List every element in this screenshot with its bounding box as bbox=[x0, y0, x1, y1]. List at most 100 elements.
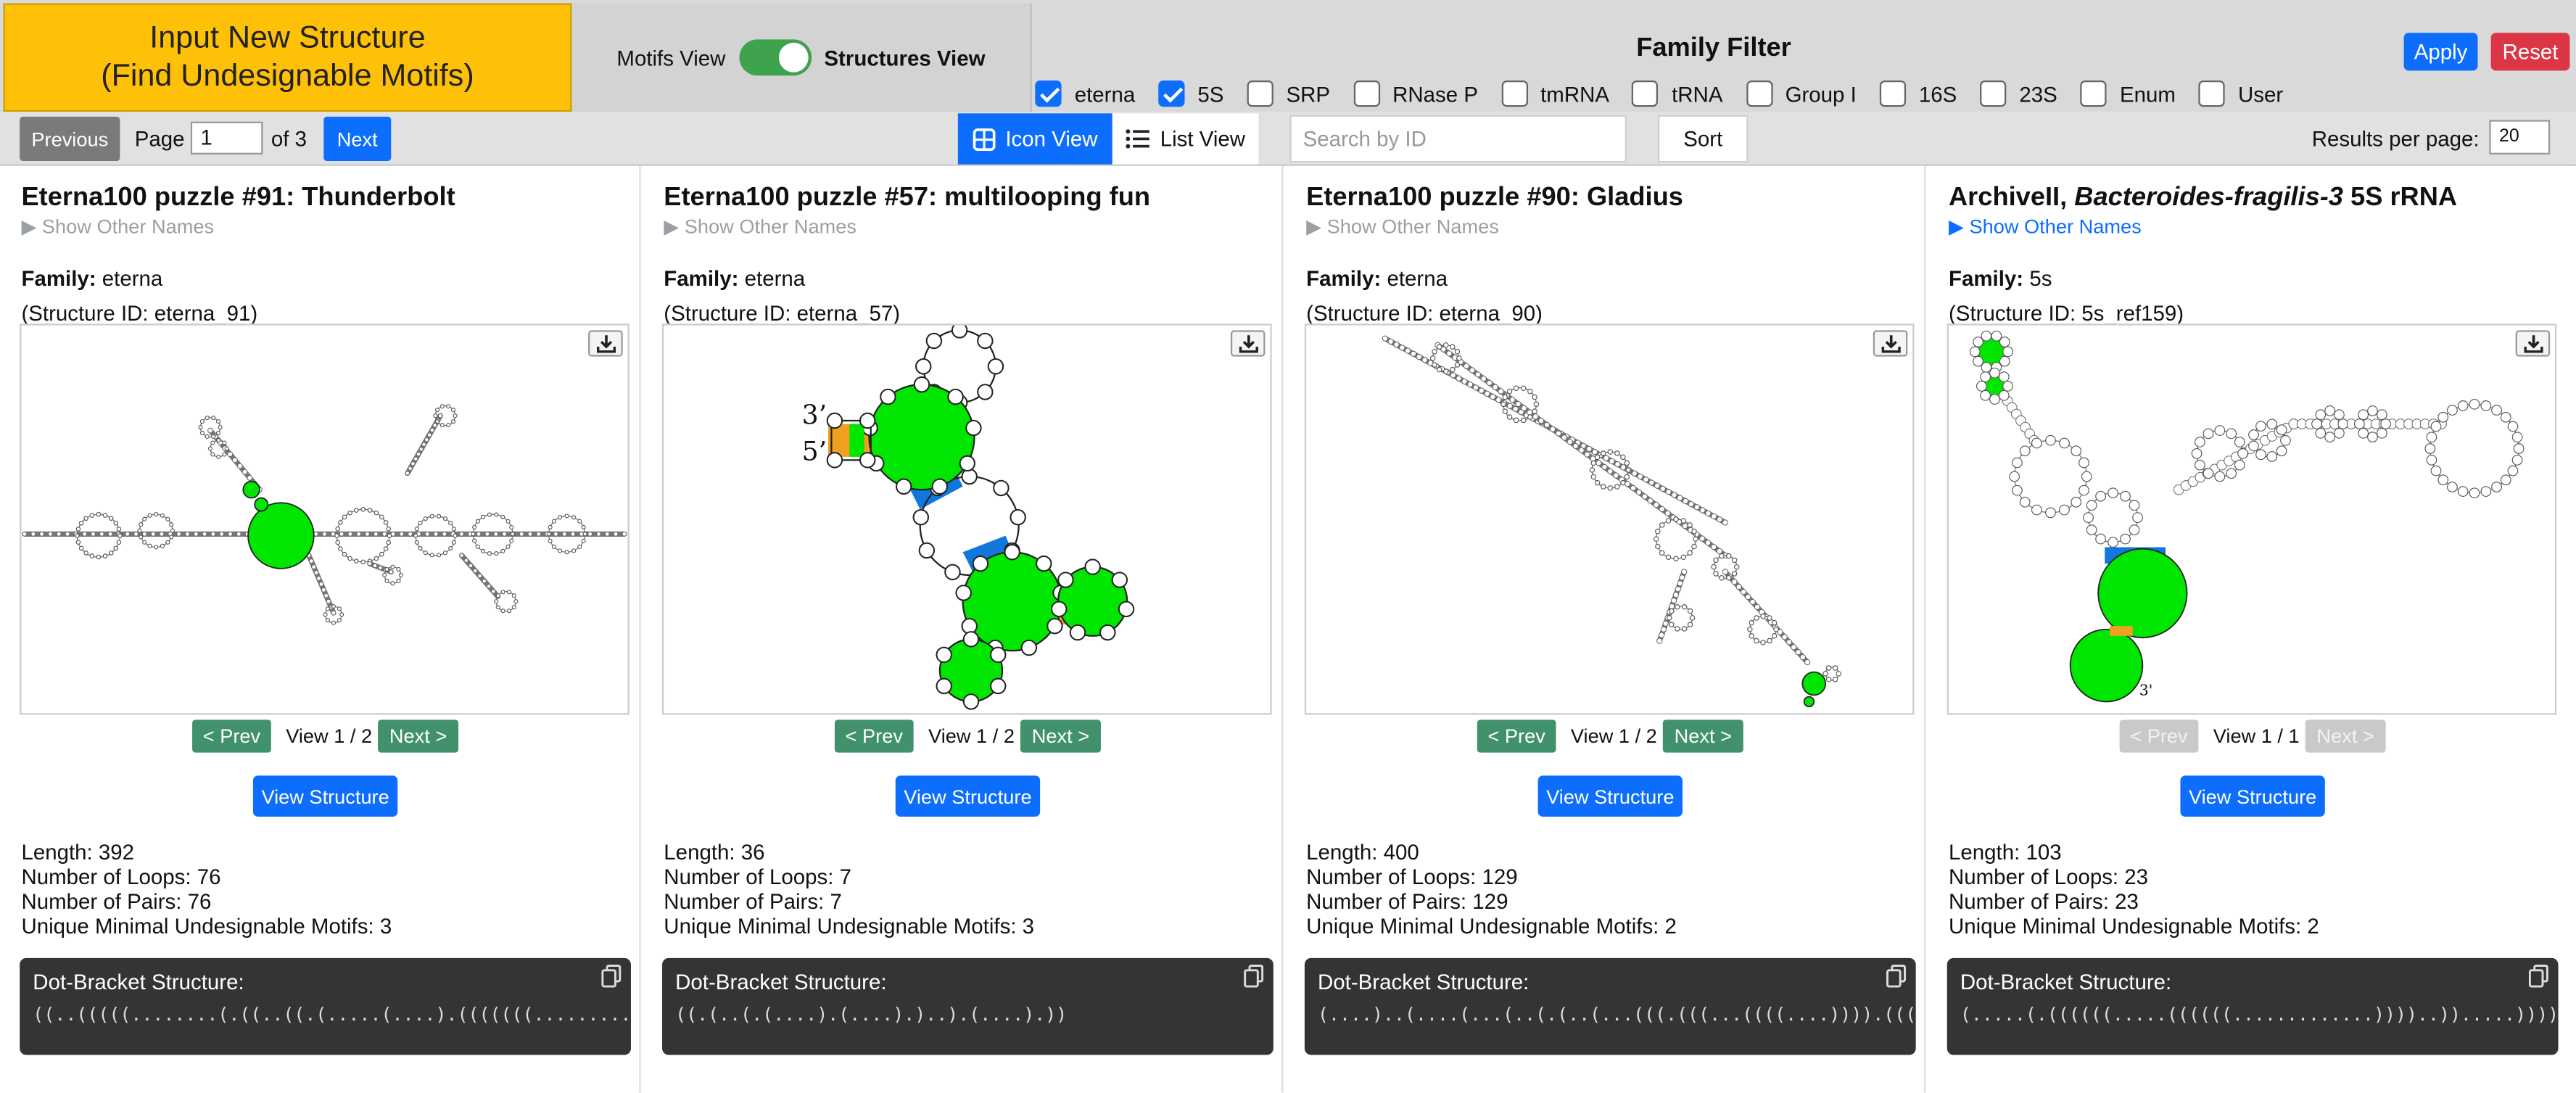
next-page-button[interactable]: Next bbox=[323, 116, 392, 162]
base-dot bbox=[1566, 439, 1573, 445]
base-dot bbox=[1677, 580, 1683, 587]
base-dot bbox=[2367, 405, 2378, 416]
checkbox-box[interactable] bbox=[1353, 81, 1380, 107]
icon-view-button[interactable]: Icon View bbox=[957, 113, 1112, 165]
copy-icon[interactable] bbox=[1886, 965, 1906, 988]
length-stat: Length: 392 bbox=[21, 839, 135, 865]
base-dot bbox=[89, 553, 95, 558]
base-dot bbox=[2380, 418, 2392, 429]
checkbox-box[interactable] bbox=[1157, 81, 1185, 107]
filter-checkbox-trna[interactable]: tRNA bbox=[1632, 81, 1722, 107]
base-dot bbox=[2083, 512, 2094, 524]
base-dot bbox=[2354, 418, 2365, 429]
base-dot bbox=[1069, 624, 1086, 641]
sort-button[interactable]: Sort bbox=[1657, 115, 1749, 163]
checkbox-box[interactable] bbox=[1035, 81, 1062, 107]
results-per-page-input[interactable]: 20 bbox=[2489, 120, 2551, 154]
copy-icon[interactable] bbox=[2528, 965, 2548, 988]
base-dot bbox=[1454, 362, 1461, 368]
filter-checkbox-5s[interactable]: 5S bbox=[1157, 81, 1223, 107]
show-other-names-link[interactable]: ▶ Show Other Names bbox=[664, 215, 857, 239]
base-dot bbox=[1456, 375, 1462, 381]
next-view-button[interactable]: Next > bbox=[1662, 719, 1743, 753]
filter-checkbox-srp[interactable]: SRP bbox=[1247, 81, 1330, 107]
base-dot bbox=[429, 553, 434, 558]
base-dot bbox=[384, 578, 389, 584]
base-dot bbox=[1726, 574, 1732, 581]
filter-checkbox-tmrna[interactable]: tmRNA bbox=[1500, 81, 1609, 107]
checkbox-box[interactable] bbox=[1500, 81, 1527, 107]
show-other-names-link[interactable]: ▶ Show Other Names bbox=[1306, 215, 1499, 239]
filter-checkbox-16s[interactable]: 16S bbox=[1879, 81, 1957, 107]
view-structure-button[interactable]: View Structure bbox=[1537, 775, 1683, 817]
filter-checkbox-rnase-p[interactable]: RNase P bbox=[1353, 81, 1478, 107]
page-input[interactable]: 1 bbox=[190, 121, 263, 154]
prev-view-button[interactable]: < Prev bbox=[834, 719, 914, 753]
base-dot bbox=[519, 531, 524, 537]
prev-view-button[interactable]: < Prev bbox=[1477, 719, 1556, 753]
filter-checkbox-user[interactable]: User bbox=[2198, 81, 2283, 107]
base-dot bbox=[2507, 421, 2519, 432]
view-switch[interactable] bbox=[738, 39, 812, 76]
base-dot bbox=[113, 520, 119, 526]
prev-view-button[interactable]: < Prev bbox=[2119, 719, 2199, 753]
checkbox-box[interactable] bbox=[2198, 81, 2225, 107]
download-icon[interactable] bbox=[2515, 330, 2551, 357]
download-icon[interactable] bbox=[588, 330, 623, 357]
structure-canvas bbox=[20, 323, 629, 715]
show-other-names-link[interactable]: ▶ Show Other Names bbox=[1949, 215, 2142, 239]
base-dot bbox=[408, 531, 413, 537]
next-view-button[interactable]: Next > bbox=[2305, 719, 2386, 753]
base-dot bbox=[2430, 465, 2442, 477]
base-dot bbox=[1781, 634, 1788, 640]
base-dot bbox=[360, 507, 366, 512]
view-structure-button[interactable]: View Structure bbox=[895, 775, 1041, 817]
structure-card: Eterna100 puzzle #57: multilooping fun ▶… bbox=[642, 165, 1284, 1093]
copy-icon[interactable] bbox=[601, 965, 622, 988]
motif-loop bbox=[1803, 696, 1815, 708]
filter-checkbox-enum[interactable]: Enum bbox=[2080, 81, 2176, 107]
view-structure-button[interactable]: View Structure bbox=[2180, 775, 2325, 817]
apply-button[interactable]: Apply bbox=[2403, 33, 2478, 71]
base-dot bbox=[509, 538, 514, 543]
prev-view-button[interactable]: < Prev bbox=[192, 719, 271, 753]
base-dot bbox=[577, 519, 582, 524]
base-dot bbox=[2324, 432, 2335, 443]
base-dot bbox=[2132, 512, 2143, 524]
base-dot bbox=[1713, 557, 1719, 564]
next-view-button[interactable]: Next > bbox=[1020, 719, 1101, 753]
base-dot bbox=[1976, 381, 1987, 392]
checkbox-box[interactable] bbox=[1746, 81, 1772, 107]
next-view-button[interactable]: Next > bbox=[378, 719, 459, 753]
base-dot bbox=[218, 424, 223, 430]
card-title: ArchiveII, Bacteroides-fragilis-3 5S rRN… bbox=[1949, 184, 2457, 214]
rna-structure-drawing bbox=[22, 404, 627, 625]
dot-bracket-label: Dot-Bracket Structure: bbox=[1318, 969, 1530, 994]
download-icon[interactable] bbox=[1230, 330, 1266, 357]
previous-page-button[interactable]: Previous bbox=[20, 116, 120, 162]
list-view-button[interactable]: List View bbox=[1112, 113, 1259, 165]
checkbox-box[interactable] bbox=[1879, 81, 1906, 107]
search-input[interactable]: Search by ID bbox=[1289, 115, 1627, 163]
show-other-names-link[interactable]: ▶ Show Other Names bbox=[21, 215, 215, 239]
reset-button[interactable]: Reset bbox=[2490, 33, 2570, 71]
download-icon[interactable] bbox=[1873, 330, 1908, 357]
base-dot bbox=[1450, 344, 1456, 350]
filter-checkbox-eterna[interactable]: eterna bbox=[1035, 81, 1135, 107]
view-structure-button[interactable]: View Structure bbox=[252, 775, 398, 817]
checkbox-box[interactable] bbox=[1980, 81, 2007, 107]
base-dot bbox=[1450, 372, 1456, 379]
checkbox-box[interactable] bbox=[1632, 81, 1659, 107]
base-dot bbox=[1442, 368, 1449, 374]
checkbox-box[interactable] bbox=[2080, 81, 2107, 107]
filter-checkbox-group-i[interactable]: Group I bbox=[1746, 81, 1857, 107]
copy-icon[interactable] bbox=[1244, 965, 1264, 988]
base-dot bbox=[2447, 405, 2458, 416]
base-dot bbox=[150, 531, 156, 537]
input-new-structure-button[interactable]: Input New Structure (Find Undesignable M… bbox=[3, 3, 572, 112]
base-dot bbox=[1760, 613, 1766, 619]
base-dot bbox=[1586, 445, 1593, 453]
filter-checkbox-23s[interactable]: 23S bbox=[1980, 81, 2057, 107]
checkbox-box[interactable] bbox=[1247, 81, 1273, 107]
base-dot bbox=[2095, 533, 2106, 545]
